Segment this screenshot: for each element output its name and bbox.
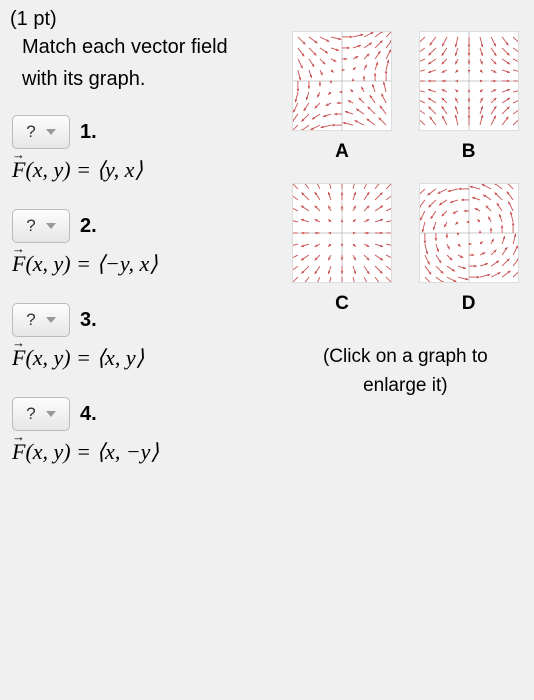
right-column: A B C D (Click on a graph to enlarge it) — [289, 31, 522, 491]
question-item-4: ? 4. →F(x, y) = ⟨x, −y⟩ — [12, 397, 269, 465]
formula-text: F(x, y) = ⟨y, x⟩ — [12, 157, 143, 182]
dropdown-placeholder: ? — [26, 310, 43, 330]
question-item-2: ? 2. →F(x, y) = ⟨−y, x⟩ — [12, 209, 269, 277]
graph-b[interactable] — [419, 31, 519, 131]
question-header: ? 3. — [12, 303, 269, 337]
vector-arrow-icon: → — [12, 335, 25, 351]
dropdown-placeholder: ? — [26, 216, 43, 236]
answer-dropdown-4[interactable]: ? — [12, 397, 70, 431]
prompt-text: Match each vector field with its graph. — [22, 31, 269, 95]
question-formula: →F(x, y) = ⟨x, y⟩ — [12, 345, 269, 371]
question-header: ? 4. — [12, 397, 269, 431]
question-formula: →F(x, y) = ⟨x, −y⟩ — [12, 439, 269, 465]
formula-text: F(x, y) = ⟨x, y⟩ — [12, 345, 144, 370]
chevron-down-icon — [46, 223, 56, 229]
points-line: (1 pt) — [10, 8, 522, 31]
graph-label-c: C — [335, 293, 349, 315]
vector-arrow-icon: → — [12, 429, 25, 445]
question-formula: →F(x, y) = ⟨−y, x⟩ — [12, 251, 269, 277]
question-number: 4. — [80, 403, 97, 426]
chevron-down-icon — [46, 129, 56, 135]
answer-dropdown-3[interactable]: ? — [12, 303, 70, 337]
formula-text: F(x, y) = ⟨x, −y⟩ — [12, 439, 159, 464]
graph-label-a: A — [335, 141, 349, 163]
question-item-3: ? 3. →F(x, y) = ⟨x, y⟩ — [12, 303, 269, 371]
graph-a[interactable] — [292, 31, 392, 131]
left-column: Match each vector field with its graph. … — [12, 31, 269, 491]
graph-label-d: D — [462, 293, 476, 315]
question-header: ? 2. — [12, 209, 269, 243]
vector-arrow-icon: → — [12, 241, 25, 257]
dropdown-placeholder: ? — [26, 122, 43, 142]
answer-dropdown-2[interactable]: ? — [12, 209, 70, 243]
graph-label-b: B — [462, 141, 476, 163]
graph-caption: (Click on a graph to enlarge it) — [289, 343, 522, 400]
graph-grid: A B C D — [289, 31, 522, 329]
question-formula: →F(x, y) = ⟨y, x⟩ — [12, 157, 269, 183]
question-number: 2. — [80, 215, 97, 238]
formula-text: F(x, y) = ⟨−y, x⟩ — [12, 251, 158, 276]
question-header: ? 1. — [12, 115, 269, 149]
question-number: 3. — [80, 309, 97, 332]
questions-list: ?1.→F(x, y) = ⟨y, x⟩?2.→F(x, y) = ⟨−y, x… — [12, 115, 269, 465]
vector-arrow-icon: → — [12, 147, 25, 163]
dropdown-placeholder: ? — [26, 404, 43, 424]
chevron-down-icon — [46, 317, 56, 323]
question-item-1: ? 1. →F(x, y) = ⟨y, x⟩ — [12, 115, 269, 183]
main-container: Match each vector field with its graph. … — [12, 31, 522, 491]
answer-dropdown-1[interactable]: ? — [12, 115, 70, 149]
graph-c[interactable] — [292, 183, 392, 283]
chevron-down-icon — [46, 411, 56, 417]
graph-d[interactable] — [419, 183, 519, 283]
question-number: 1. — [80, 121, 97, 144]
